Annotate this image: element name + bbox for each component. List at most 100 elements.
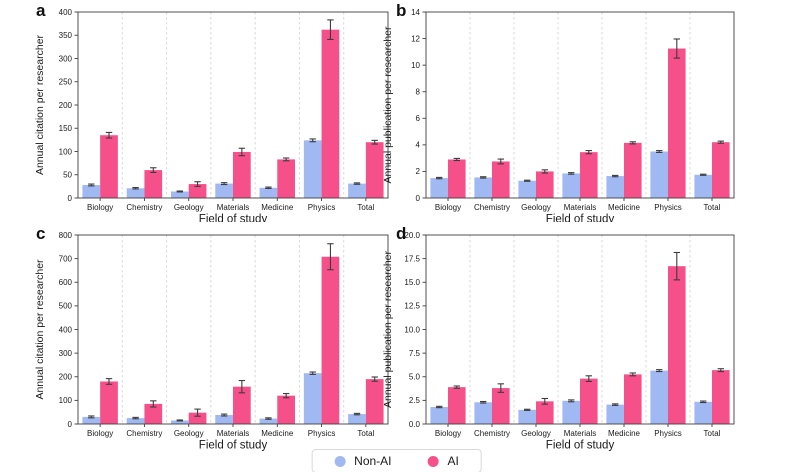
bar-non-ai-chemistry — [126, 188, 145, 198]
chart-panel-b: 0 2 4 6 8 10 12 14 Biology Chemistry Geology Materi… — [382, 8, 735, 223]
y-tick-label: 500 — [59, 302, 73, 311]
x-tick-label: Biology — [87, 429, 113, 438]
x-tick-label: Physics — [654, 429, 682, 438]
chart-panel-c: 0 100 200 300 400 500 600 700 800 Biology Chemistr… — [34, 231, 389, 452]
panel-label-b: b — [396, 1, 407, 20]
bar-ai-physics — [321, 29, 340, 199]
y-tick-label: 10.0 — [404, 325, 420, 334]
y-tick-label: 600 — [59, 278, 73, 287]
bar-ai-total — [365, 379, 384, 424]
chart-panel-d: 0.0 2.5 5.0 7.5 10.0 12.5 15.0 17.5 20.0 Biology C… — [382, 231, 735, 452]
x-tick-label: Biology — [87, 203, 113, 212]
bar-non-ai-chemistry — [126, 418, 145, 424]
x-tick-label: Biology — [435, 203, 461, 212]
nonai-swatch-icon — [334, 455, 346, 467]
bar-ai-geology — [188, 412, 207, 424]
x-tick-label: Geology — [174, 203, 204, 212]
bar-non-ai-biology — [430, 406, 448, 424]
y-axis-title: Annual publication per researcher — [382, 250, 394, 408]
y-axis-title: Annual publication per researcher — [382, 26, 394, 184]
bar-ai-biology — [100, 135, 118, 198]
y-tick-label: 8 — [416, 88, 421, 97]
bar-non-ai-materials — [562, 173, 580, 198]
y-tick-label: 0.0 — [409, 420, 421, 429]
y-tick-label: 400 — [59, 8, 73, 17]
x-tick-label: Total — [357, 429, 374, 438]
bar-ai-geology — [536, 401, 554, 424]
y-tick-label: 100 — [59, 147, 73, 156]
bar-non-ai-total — [348, 183, 366, 198]
x-axis-title: Field of study — [546, 440, 615, 452]
y-tick-label: 800 — [59, 231, 73, 240]
y-tick-label: 0 — [68, 194, 73, 203]
chart-panel-a: 0 50 100 150 200 250 300 350 400 Biology Chemistry… — [34, 8, 389, 223]
bar-non-ai-chemistry — [474, 177, 492, 198]
y-tick-label: 0 — [68, 420, 73, 429]
legend-label-nonai: Non-AI — [354, 454, 392, 468]
bar-non-ai-medicine — [606, 176, 624, 198]
x-tick-label: Chemistry — [126, 203, 162, 212]
y-tick-label: 200 — [59, 373, 73, 382]
bar-ai-medicine — [624, 374, 642, 424]
panel-label-c: c — [36, 224, 46, 243]
x-tick-label: Biology — [435, 429, 461, 438]
y-tick-label: 6 — [416, 114, 421, 123]
x-tick-label: Physics — [308, 429, 336, 438]
x-tick-label: Chemistry — [474, 203, 510, 212]
y-tick-label: 350 — [59, 31, 73, 40]
bar-non-ai-geology — [518, 180, 536, 198]
bar-non-ai-materials — [562, 400, 580, 424]
y-tick-label: 100 — [59, 396, 73, 405]
bar-ai-geology — [536, 171, 554, 198]
y-tick-label: 12 — [411, 34, 420, 43]
x-tick-label: Materials — [217, 203, 249, 212]
x-tick-label: Materials — [564, 203, 596, 212]
x-tick-label: Geology — [521, 429, 551, 438]
bar-ai-total — [712, 370, 730, 424]
x-tick-label: Total — [704, 203, 721, 212]
y-tick-label: 10 — [411, 61, 420, 70]
y-tick-label: 300 — [59, 54, 73, 63]
x-tick-label: Geology — [174, 429, 204, 438]
bar-non-ai-chemistry — [474, 402, 492, 424]
y-tick-label: 400 — [59, 325, 73, 334]
x-tick-label: Chemistry — [474, 429, 510, 438]
y-tick-label: 15.0 — [404, 278, 420, 287]
bar-non-ai-materials — [215, 183, 233, 198]
ai-swatch-icon — [427, 455, 439, 467]
x-tick-label: Medicine — [608, 429, 641, 438]
y-tick-label: 0 — [416, 194, 421, 203]
bar-non-ai-medicine — [606, 404, 624, 424]
panel-label-d: d — [396, 224, 407, 243]
bar-ai-biology — [448, 387, 466, 424]
bar-non-ai-geology — [171, 420, 189, 424]
bar-non-ai-physics — [303, 140, 322, 198]
y-tick-label: 17.5 — [404, 254, 420, 263]
x-tick-label: Geology — [521, 203, 551, 212]
x-tick-label: Materials — [564, 429, 596, 438]
legend-item-nonai: Non-AI — [334, 454, 392, 468]
x-axis-title: Field of study — [199, 214, 268, 223]
bar-non-ai-total — [348, 414, 366, 424]
bar-ai-biology — [100, 381, 118, 424]
y-tick-label: 50 — [63, 171, 72, 180]
x-tick-label: Physics — [308, 203, 336, 212]
bar-ai-chemistry — [492, 388, 510, 424]
bar-ai-chemistry — [492, 161, 510, 198]
legend-item-ai: AI — [427, 454, 459, 468]
y-tick-label: 12.5 — [404, 302, 420, 311]
y-tick-label: 700 — [59, 254, 73, 263]
y-tick-label: 2 — [416, 167, 421, 176]
x-tick-label: Medicine — [608, 203, 641, 212]
x-tick-label: Medicine — [261, 429, 294, 438]
bar-ai-materials — [233, 151, 251, 198]
bar-ai-total — [712, 142, 730, 198]
bar-non-ai-total — [694, 174, 712, 198]
y-tick-label: 14 — [411, 8, 420, 17]
bar-non-ai-medicine — [259, 418, 278, 424]
bar-ai-materials — [233, 386, 251, 424]
x-axis-title: Field of study — [546, 214, 615, 223]
bar-ai-physics — [321, 256, 340, 424]
y-tick-label: 200 — [59, 101, 73, 110]
y-tick-label: 4 — [416, 141, 421, 150]
